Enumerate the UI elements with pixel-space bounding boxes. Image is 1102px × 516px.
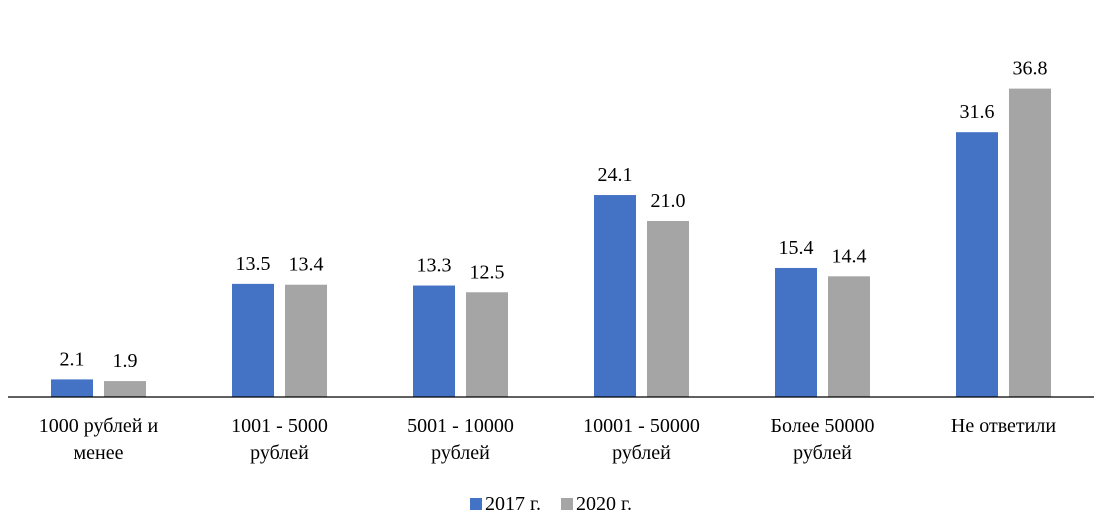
data-label-2017-1: 13.5 — [236, 253, 271, 275]
category-label-1-line-0: 1001 - 5000 — [231, 415, 328, 437]
category-label-3-line-0: 10001 - 50000 — [583, 415, 700, 437]
data-label-2020-5: 36.8 — [1013, 58, 1048, 80]
legend-label-2017: 2017 г. — [485, 492, 541, 515]
bar-2020-2 — [466, 292, 508, 397]
bar-2017-4 — [775, 267, 817, 397]
bar-2017-1 — [232, 283, 274, 397]
bar-2020-5 — [1009, 88, 1051, 397]
bar-2017-2 — [413, 285, 455, 397]
bar-2020-1 — [285, 284, 327, 397]
data-label-2020-4: 14.4 — [832, 245, 867, 267]
bar-2020-4 — [828, 276, 870, 397]
category-label-0-line-1: менее — [74, 442, 124, 464]
legend-swatch-2020 — [561, 498, 573, 510]
category-label-4-line-1: рублей — [793, 442, 852, 464]
data-label-2020-2: 12.5 — [470, 261, 505, 283]
bar-2020-0 — [104, 381, 146, 397]
bar-2020-3 — [647, 221, 689, 397]
legend-swatch-2017 — [470, 498, 483, 510]
data-label-2020-1: 13.4 — [289, 254, 324, 276]
data-label-2020-0: 1.9 — [113, 350, 138, 372]
category-label-0-line-0: 1000 рублей и — [39, 415, 159, 437]
legend-item-2017: 2017 г. — [470, 493, 541, 516]
data-label-2017-5: 31.6 — [960, 101, 995, 123]
data-label-2017-4: 15.4 — [779, 237, 814, 259]
legend-label-2020: 2020 г. — [576, 492, 632, 515]
bar-2017-0 — [51, 379, 93, 397]
category-label-2-line-0: 5001 - 10000 — [407, 415, 514, 437]
category-label-2-line-1: рублей — [431, 442, 490, 464]
legend: 2017 г. 2020 г. — [0, 493, 1102, 516]
category-label-3-line-1: рублей — [612, 442, 671, 464]
category-label-1-line-1: рублей — [250, 442, 309, 464]
data-label-2017-2: 13.3 — [417, 255, 452, 277]
bar-2017-3 — [594, 195, 636, 397]
data-label-2017-0: 2.1 — [60, 348, 85, 370]
bar-2017-5 — [956, 132, 998, 397]
category-label-4-line-0: Более 50000 — [771, 415, 875, 437]
data-label-2017-3: 24.1 — [598, 164, 633, 186]
category-label-5-line-0: Не ответили — [951, 415, 1056, 437]
legend-item-2020: 2020 г. — [561, 493, 632, 516]
bar-chart: 2.1 1.9 1000 рублей и менее 13.5 13.4 1001 - 5… — [8, 58, 1094, 464]
data-label-2020-3: 21.0 — [651, 190, 686, 212]
